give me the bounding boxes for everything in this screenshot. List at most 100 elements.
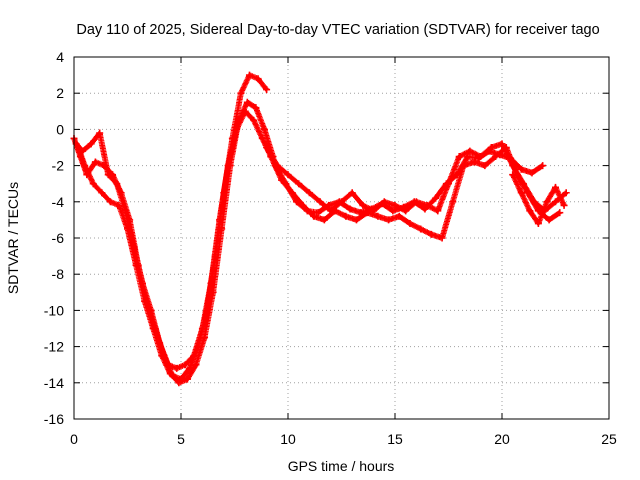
data-point bbox=[562, 189, 570, 197]
data-point bbox=[267, 153, 275, 161]
data-point bbox=[498, 140, 506, 148]
series-trace bbox=[73, 108, 274, 372]
data-point bbox=[243, 98, 251, 106]
data-point bbox=[175, 379, 183, 387]
data-point bbox=[526, 207, 534, 215]
data-point bbox=[378, 200, 386, 208]
data-point bbox=[534, 220, 542, 228]
data-point bbox=[455, 153, 463, 161]
data-point bbox=[432, 194, 440, 202]
data-point bbox=[156, 339, 164, 347]
data-point bbox=[560, 201, 568, 209]
data-point bbox=[271, 162, 279, 170]
data-point bbox=[517, 189, 525, 197]
data-point bbox=[192, 361, 200, 369]
series-tago-7 bbox=[509, 171, 568, 228]
y-tick-label: -10 bbox=[44, 302, 64, 318]
data-point bbox=[252, 104, 260, 112]
data-point bbox=[258, 134, 266, 142]
data-point bbox=[96, 129, 104, 137]
x-tick-label: 0 bbox=[70, 431, 78, 447]
y-tick-label: 4 bbox=[56, 49, 64, 65]
data-point bbox=[181, 361, 189, 369]
data-point bbox=[335, 198, 343, 206]
data-point bbox=[254, 75, 262, 83]
data-point bbox=[233, 125, 241, 133]
data-point bbox=[385, 216, 393, 224]
data-point bbox=[104, 171, 112, 179]
data-point bbox=[507, 154, 515, 162]
chart-title: Day 110 of 2025, Sidereal Day-to-day VTE… bbox=[76, 22, 599, 38]
data-point bbox=[147, 306, 155, 314]
data-point bbox=[91, 158, 99, 166]
data-point bbox=[400, 203, 408, 211]
series-trace bbox=[272, 148, 546, 216]
data-point bbox=[316, 198, 324, 206]
data-point bbox=[417, 225, 425, 233]
data-point bbox=[282, 180, 290, 188]
data-point bbox=[305, 189, 313, 197]
data-point bbox=[346, 205, 354, 213]
data-point bbox=[237, 89, 245, 97]
data-point bbox=[421, 205, 429, 213]
data-point bbox=[410, 198, 418, 206]
data-point bbox=[359, 201, 367, 209]
data-point bbox=[325, 201, 333, 209]
data-point bbox=[543, 198, 551, 206]
data-point bbox=[166, 370, 174, 378]
data-point bbox=[263, 86, 271, 94]
series-tago-6 bbox=[271, 147, 547, 217]
data-point bbox=[496, 151, 504, 159]
data-point bbox=[342, 212, 350, 220]
data-point bbox=[79, 147, 87, 155]
data-point bbox=[183, 375, 191, 383]
data-point bbox=[556, 209, 564, 217]
data-point bbox=[348, 189, 356, 197]
data-point bbox=[406, 220, 414, 228]
data-point bbox=[395, 212, 403, 220]
data-point bbox=[293, 198, 301, 206]
data-point bbox=[216, 216, 224, 224]
data-point bbox=[389, 207, 397, 215]
data-point bbox=[357, 209, 365, 217]
x-tick-label: 10 bbox=[280, 431, 296, 447]
data-point bbox=[314, 209, 322, 217]
y-tick-label: -6 bbox=[52, 230, 65, 246]
data-point bbox=[115, 201, 123, 209]
data-point bbox=[121, 207, 129, 215]
data-point bbox=[295, 180, 303, 188]
data-point bbox=[552, 198, 559, 206]
data-point bbox=[442, 180, 450, 188]
data-point bbox=[438, 234, 446, 242]
data-point bbox=[98, 189, 106, 197]
data-points bbox=[70, 71, 570, 387]
data-point bbox=[517, 165, 525, 173]
data-point bbox=[263, 144, 271, 151]
y-axis-ticks: -16 -14 -12 -10 -8 -6 -4 -2 0 2 4 bbox=[44, 49, 609, 427]
x-tick-label: 15 bbox=[387, 431, 403, 447]
data-point bbox=[466, 147, 474, 155]
x-tick-label: 5 bbox=[177, 431, 185, 447]
data-point bbox=[224, 162, 232, 170]
y-tick-label: -4 bbox=[52, 194, 65, 210]
data-point bbox=[331, 207, 339, 215]
x-tick-label: 25 bbox=[601, 431, 617, 447]
data-point bbox=[352, 216, 360, 224]
data-point bbox=[464, 153, 472, 161]
series-trace bbox=[75, 99, 276, 386]
data-point bbox=[552, 183, 559, 191]
x-tick-label: 20 bbox=[494, 431, 510, 447]
grid bbox=[74, 57, 609, 419]
data-point bbox=[509, 171, 517, 179]
data-point bbox=[449, 198, 457, 206]
data-point bbox=[524, 189, 532, 197]
data-point bbox=[485, 147, 493, 155]
data-point bbox=[528, 169, 536, 177]
data-point bbox=[303, 207, 311, 215]
data-point bbox=[87, 140, 95, 148]
y-tick-label: -2 bbox=[52, 158, 65, 174]
x-axis-label: GPS time / hours bbox=[288, 458, 395, 474]
data-point bbox=[453, 171, 461, 179]
data-point bbox=[241, 107, 249, 115]
